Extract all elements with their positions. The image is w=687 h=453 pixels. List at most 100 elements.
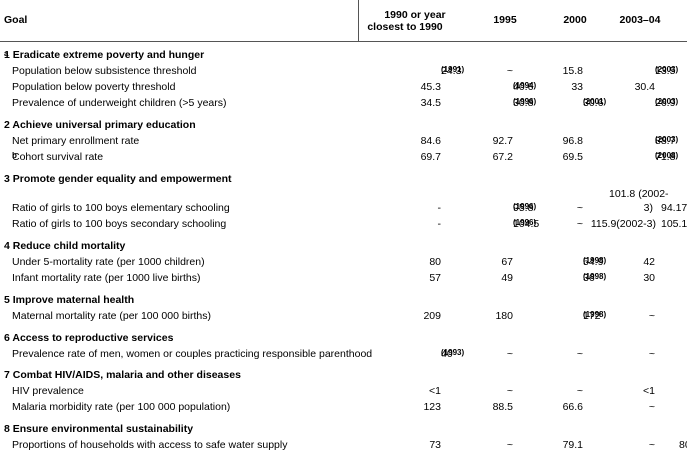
row-label: HIV prevalence — [12, 385, 84, 397]
table-row: Cohort survival rate b 69.7 67.2 69.5 71… — [0, 151, 687, 165]
table-row: Population below poverty threshold 45.3 … — [0, 81, 687, 95]
cell-note: (2003) — [655, 97, 679, 106]
cell-value: 123 — [423, 401, 441, 413]
section-1-heading: 1 Eradicate extreme poverty and hunger a — [0, 49, 687, 63]
row-label: Population below subsistence threshold — [12, 65, 197, 77]
cell-note: (1998) — [583, 272, 607, 281]
row-label: Proportions of households with access to… — [12, 439, 288, 451]
cell-value: ~ — [576, 218, 583, 230]
cell-value: 57 — [429, 272, 441, 284]
cell-value: 180 — [495, 310, 513, 322]
table-row: Prevalence of underweight children (>5 y… — [0, 97, 687, 111]
footnote-marker: a — [4, 49, 9, 58]
cell-note: (1993) — [441, 348, 465, 357]
cell-value: 33 — [571, 81, 583, 93]
header-rule — [0, 41, 687, 42]
row-label: Under 5-mortality rate (per 1000 childre… — [12, 256, 205, 268]
header-col-1990-line1: 1990 or year — [384, 9, 446, 21]
cell-value: 54.9 — [583, 256, 604, 268]
cell-value: 209 — [423, 310, 441, 322]
table-row: Net primary enrollment rate 84.6 92.7 96… — [0, 135, 687, 149]
cell-value: 15.8 — [562, 65, 583, 77]
section-title: 7 Combat HIV/AIDS, malaria and other dis… — [4, 369, 241, 381]
cell-note: (2003) — [655, 135, 679, 144]
section-title: 6 Access to reproductive services — [4, 332, 174, 344]
cell-value: 36 — [583, 272, 595, 284]
cell-value: 40.6 — [513, 81, 534, 93]
cell-value: ~ — [648, 310, 655, 322]
cell-value: 40 — [441, 348, 453, 360]
cell-value: 67.2 — [492, 151, 513, 163]
cell-value: ~ — [506, 439, 513, 451]
section-title: 1 Eradicate extreme poverty and hunger — [4, 49, 205, 61]
cell-value: 88.5 — [492, 401, 513, 413]
cell-value: 71.8 — [655, 151, 676, 163]
cell-value: 84.6 — [420, 135, 441, 147]
cell-note: (2001) — [583, 97, 607, 106]
cell-value: ~ — [506, 385, 513, 397]
cell-note: (2003) — [655, 65, 679, 74]
cell-note: (1996) — [513, 202, 537, 211]
row-label: Malaria morbidity rate (per 100 000 popu… — [12, 401, 231, 413]
cell-value: ~ — [648, 401, 655, 413]
cell-value: 80 — [679, 439, 687, 451]
row-label: Maternal mortality rate (per 100 000 bir… — [12, 310, 212, 322]
cell-note: (2008) — [655, 151, 679, 160]
cell-value: 34.5 — [420, 97, 441, 109]
row-label: Prevalence of underweight children (>5 y… — [12, 97, 227, 109]
cell-value: 30.8 — [513, 97, 534, 109]
cell-value: 66.6 — [562, 401, 583, 413]
cell-value: 95.8 — [513, 202, 534, 214]
table-row: Maternal mortality rate (per 100 000 bir… — [0, 310, 687, 324]
cell-value: ~ — [648, 439, 655, 451]
cell-value: 67 — [501, 256, 513, 268]
cell-value: 69.7 — [420, 151, 441, 163]
table-row: Malaria morbidity rate (per 100 000 popu… — [0, 401, 687, 415]
footnote-marker: b — [12, 151, 17, 160]
cell-value: 104.5 — [513, 218, 540, 230]
table-row: 101.8 (2002- — [0, 188, 687, 202]
table-row: Infant mortality rate (per 1000 live bir… — [0, 272, 687, 286]
table-row: HIV prevalence <1 ~ ~ <1 — [0, 385, 687, 399]
header-col-2003: 2003–04 — [619, 14, 661, 26]
cell-value: 26.9 — [655, 97, 676, 109]
row-label: Net primary enrollment rate — [12, 135, 140, 147]
row-label: Cohort survival rate — [12, 151, 104, 163]
table-row: Under 5-mortality rate (per 1000 childre… — [0, 256, 687, 270]
cell-value: 3) — [643, 202, 653, 214]
cell-value: ~ — [576, 202, 583, 214]
cell-note: (1991) — [441, 65, 465, 74]
header-divider — [358, 0, 359, 41]
cell-value: 42 — [643, 256, 655, 268]
cell-value: 172 — [583, 310, 601, 322]
cell-value: <1 — [429, 385, 441, 397]
section-5-heading: 5 Improve maternal health — [0, 294, 687, 308]
table-row: Population below subsistence threshold 2… — [0, 65, 687, 79]
cell-value: 94.17 — [661, 202, 687, 214]
table-row: Ratio of girls to 100 boys secondary sch… — [0, 218, 687, 232]
cell-value: 30 — [643, 272, 655, 284]
cell-value: ~ — [576, 385, 583, 397]
row-label: Infant mortality rate (per 1000 live bir… — [12, 272, 201, 284]
section-6-heading: 6 Access to reproductive services — [0, 332, 687, 346]
section-7-heading: 7 Combat HIV/AIDS, malaria and other dis… — [0, 369, 687, 383]
section-title: 2 Achieve universal primary education — [4, 119, 196, 131]
cell-value: 88.7 — [655, 135, 676, 147]
cell-value: 13.5 — [655, 65, 676, 77]
cell-note: (1998) — [583, 310, 607, 319]
cell-value: 73 — [429, 439, 441, 451]
table-row: Ratio of girls to 100 boys elementary sc… — [0, 202, 687, 216]
cell-value: <1 — [643, 385, 655, 397]
table-row: Prevalence rate of men, women or couples… — [0, 348, 687, 362]
section-3-heading: 3 Promote gender equality and empowermen… — [0, 173, 687, 187]
cell-value: 49 — [501, 272, 513, 284]
header-goal: Goal — [4, 14, 28, 26]
cell-value: 45.3 — [420, 81, 441, 93]
row-label: Ratio of girls to 100 boys elementary sc… — [12, 202, 230, 214]
header-col-2000: 2000 — [563, 14, 587, 26]
section-title: 4 Reduce child mortality — [4, 240, 126, 252]
cell-value: 79.1 — [562, 439, 583, 451]
row-label: Population below poverty threshold — [12, 81, 176, 93]
cell-value: - — [437, 202, 442, 214]
